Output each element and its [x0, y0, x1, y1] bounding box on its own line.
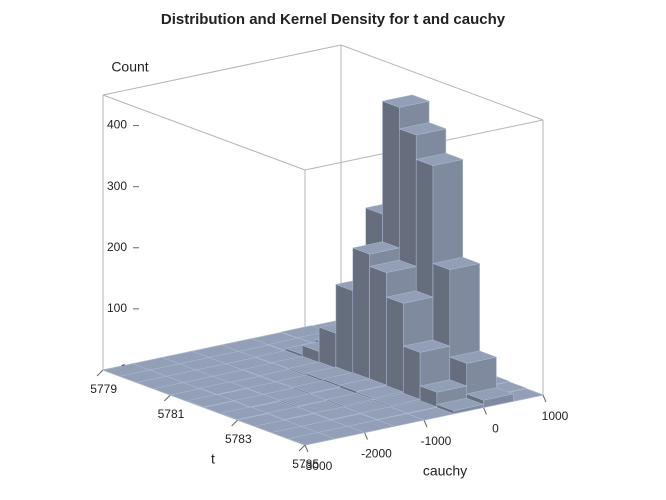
- bar-top: [287, 432, 336, 446]
- bar-top: [419, 379, 468, 393]
- y-tick: [423, 419, 428, 428]
- x-tick-label: 5785: [292, 457, 319, 471]
- z-tick-label: 400: [107, 118, 127, 132]
- y-tick-label: 1000: [542, 409, 569, 423]
- y-tick: [542, 394, 547, 403]
- bar-top: [359, 406, 409, 420]
- y-tick-label: 0: [492, 422, 499, 436]
- box-edge: [102, 44, 342, 96]
- x-tick: [163, 394, 171, 402]
- bar: [436, 397, 485, 415]
- box-edge: [340, 44, 544, 121]
- y-tick: [304, 444, 309, 453]
- z-axis-label: Count: [111, 59, 148, 75]
- y-tick-label: -2000: [361, 447, 392, 461]
- x-tick: [298, 444, 306, 452]
- bar-side: [386, 296, 404, 396]
- box-edge: [102, 94, 306, 171]
- y-tick: [483, 407, 487, 415]
- bar-top: [432, 256, 481, 270]
- bar-top: [465, 387, 515, 401]
- bar-top: [436, 397, 485, 411]
- y-tick-label: -3000: [302, 459, 333, 473]
- z-tick-label: 300: [107, 179, 127, 193]
- x-axis-label: t: [211, 451, 215, 467]
- y-tick: [364, 432, 368, 440]
- x-tick-label: 5779: [90, 382, 117, 396]
- x-tick-label: 5783: [225, 432, 252, 446]
- z-tick-label: 100: [107, 301, 127, 315]
- bar-top: [381, 94, 430, 108]
- x-tick-label: 5781: [158, 407, 185, 421]
- bar-top: [415, 152, 464, 166]
- bar-top: [402, 339, 451, 353]
- x-tick: [231, 419, 239, 427]
- chart-title: Distribution and Kernel Density for t an…: [161, 11, 506, 28]
- bar-top: [448, 350, 498, 364]
- bar: [287, 432, 336, 446]
- x-tick: [96, 369, 104, 377]
- y-tick-label: -1000: [421, 434, 452, 448]
- bar-side: [352, 247, 370, 383]
- z-tick-label: 200: [107, 240, 127, 254]
- bar-top: [398, 122, 447, 136]
- bar: [465, 387, 515, 408]
- bar-side: [403, 345, 421, 402]
- y-axis-label: cauchy: [423, 463, 467, 479]
- bar-side: [369, 266, 387, 390]
- bar-side: [335, 284, 354, 377]
